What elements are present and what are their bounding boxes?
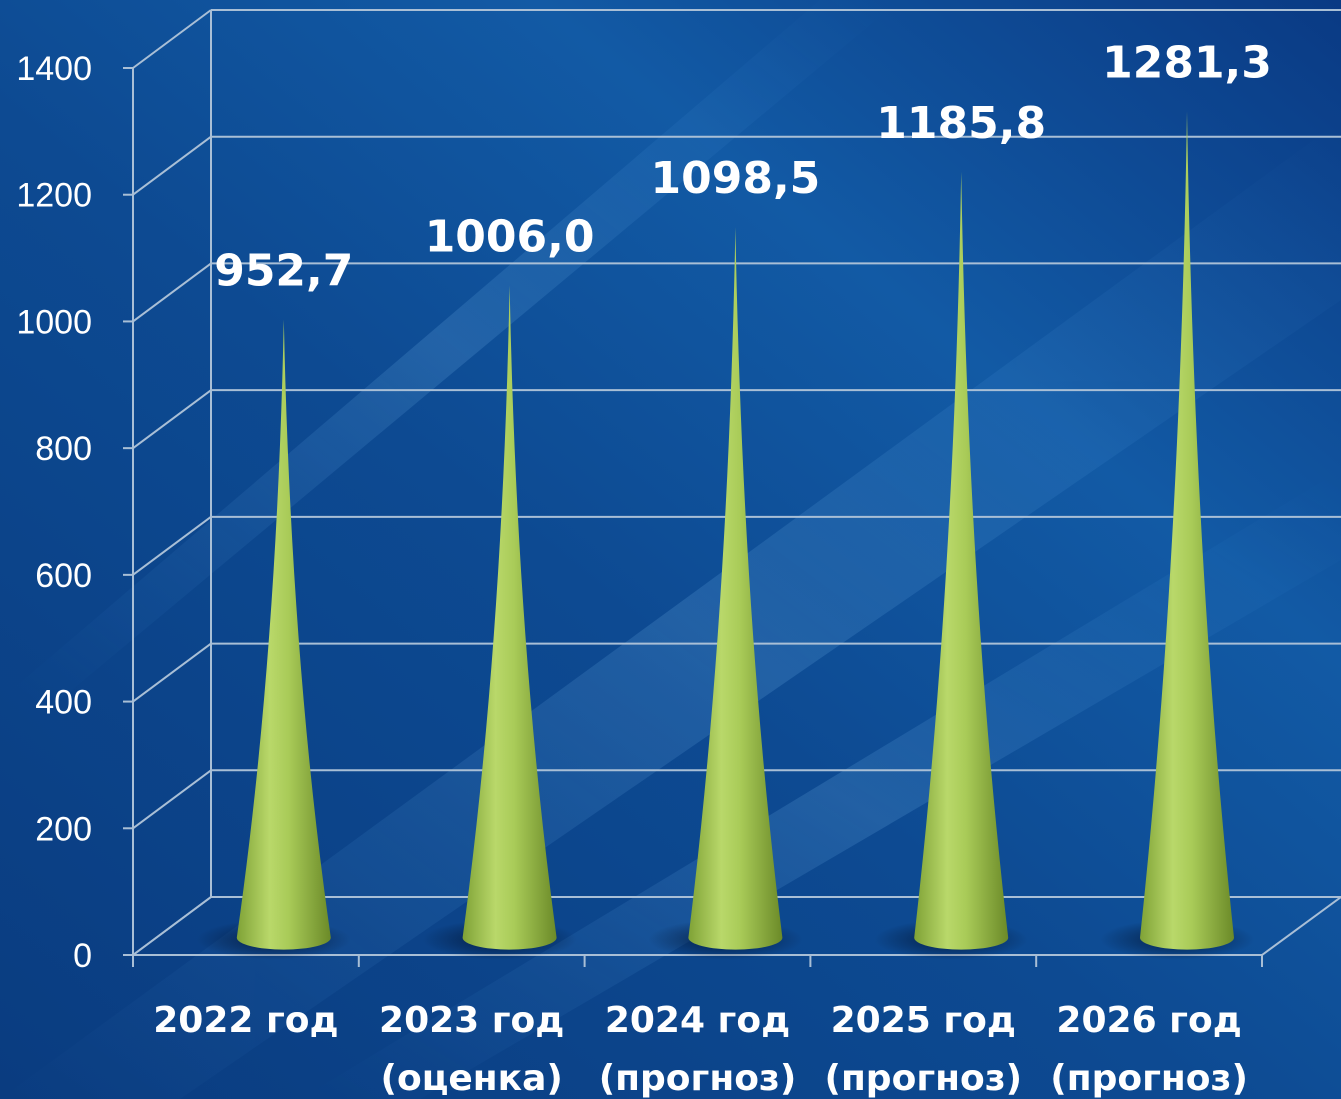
x-axis-label: (прогноз)	[1050, 1058, 1248, 1099]
y-tick-label: 400	[35, 684, 92, 722]
data-labels: 952,7 1006,0 1098,5 1185,8 1281,3	[214, 37, 1272, 296]
cone-bar-1	[236, 319, 331, 950]
grid-side-1000	[132, 262, 212, 323]
y-tick-label: 1000	[16, 303, 92, 341]
x-axis-label: 2026 год	[1056, 1000, 1241, 1041]
grid-side-200	[132, 769, 212, 830]
grid-side-600	[132, 516, 212, 576]
y-tick-label: 1200	[16, 177, 92, 215]
floor	[129, 896, 1341, 956]
data-label: 1006,0	[425, 212, 595, 263]
data-label: 1185,8	[876, 98, 1046, 149]
data-label: 1281,3	[1102, 37, 1272, 88]
y-tick-label: 0	[73, 937, 92, 975]
y-tick-label: 800	[35, 430, 92, 468]
cone-bar-4	[914, 171, 1009, 950]
cones	[196, 111, 1254, 960]
cone-bar-5	[1140, 111, 1234, 950]
grid-side-400	[132, 642, 212, 703]
x-axis-label: 2023 год	[379, 1000, 564, 1041]
grid-side-1400	[132, 9, 212, 69]
x-axis-label: (прогноз)	[599, 1058, 797, 1099]
grid-side-1200	[132, 135, 212, 196]
x-axis-labels: 2022 год 2023 год (оценка) 2024 год (прогноз…	[153, 1000, 1248, 1099]
y-axis-tick-labels: 0 200 400 600 800 1000 1200 1400	[16, 50, 92, 975]
y-tick-label: 600	[35, 557, 92, 595]
x-axis-label: 2024 год	[605, 1000, 790, 1041]
x-axis-label: 2022 год	[153, 1000, 338, 1041]
x-axis-label: (оценка)	[381, 1058, 563, 1099]
cone-bar-2	[462, 285, 557, 950]
data-label: 952,7	[214, 245, 353, 296]
y-tick-label: 200	[35, 810, 92, 848]
y-tick-label: 1400	[16, 50, 92, 88]
cone-bar-3	[688, 227, 783, 950]
gridlines	[132, 9, 1341, 956]
data-label: 1098,5	[651, 153, 821, 204]
axes	[123, 10, 1341, 967]
x-axis-label: 2025 год	[831, 1000, 1016, 1041]
grid-side-800	[132, 389, 212, 449]
x-axis-label: (прогноз)	[824, 1058, 1022, 1099]
